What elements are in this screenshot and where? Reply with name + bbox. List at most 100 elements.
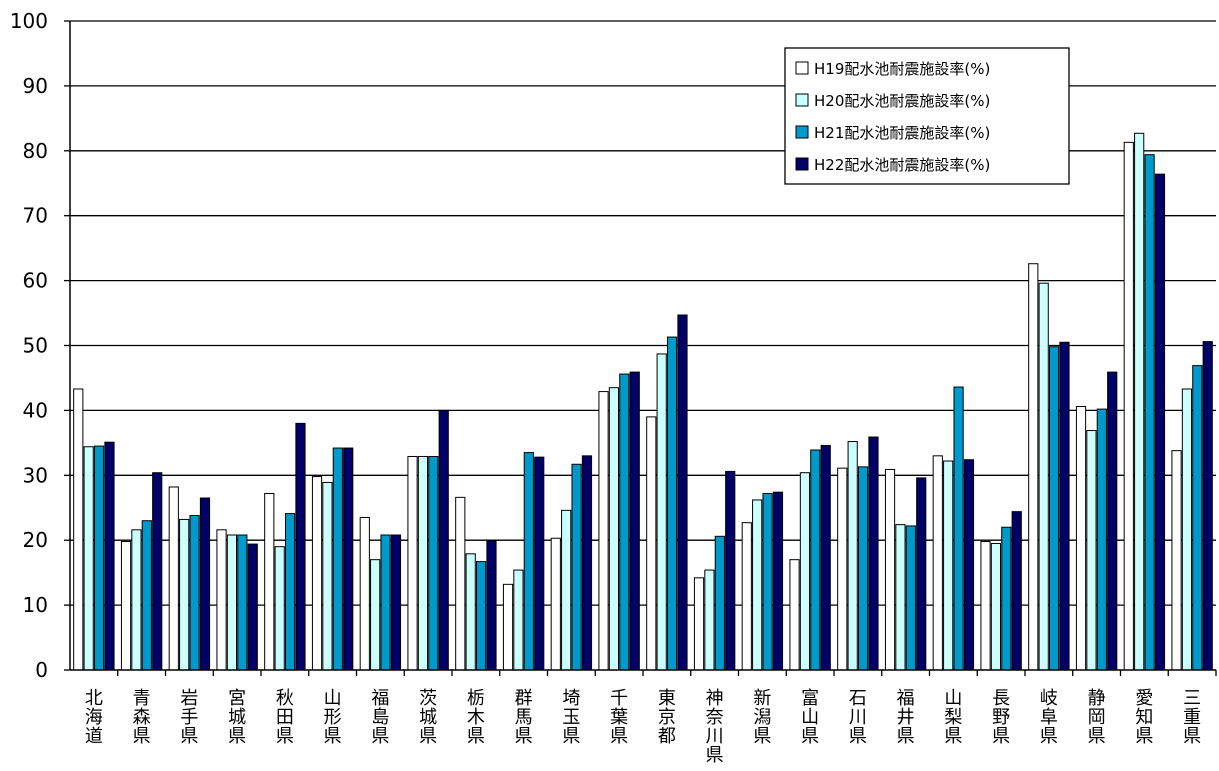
category-label-char: 都 — [658, 726, 676, 747]
category-label-char: 北 — [85, 688, 103, 709]
category-label-char: 県 — [276, 726, 294, 747]
bar-2-3 — [179, 518, 190, 671]
category-label-char: 県 — [1040, 726, 1058, 747]
category-label-char: 富 — [801, 688, 819, 709]
bar-1-7 — [359, 516, 370, 671]
category-label-char: 川 — [706, 726, 724, 747]
x-category-label: 東京都 — [658, 688, 676, 747]
bar-2-2 — [131, 529, 142, 671]
bar-2-15 — [752, 499, 763, 671]
legend-swatch-4 — [795, 157, 809, 171]
bar-1-10 — [502, 583, 514, 671]
category-label-char: 県 — [706, 745, 724, 766]
x-axis: 北海道青森県岩手県宮城県秋田県山形県福島県茨城県栃木県群馬県埼玉県千葉県東京都神… — [70, 669, 1217, 766]
bar-4-9 — [486, 540, 497, 671]
bar-2-12 — [608, 387, 620, 671]
bar-3-19 — [953, 386, 964, 671]
x-category-label: 埼玉県 — [562, 688, 580, 747]
y-tick-label: 40 — [23, 398, 48, 422]
category-label-char: 埼 — [562, 688, 580, 709]
bar-2-10 — [513, 569, 524, 671]
bar-1-15 — [741, 522, 752, 671]
bar-2-18 — [895, 524, 906, 671]
bar-2-11 — [561, 509, 572, 671]
x-category-label: 三重県 — [1183, 688, 1201, 747]
bar-4-13 — [677, 314, 688, 671]
bar-2-16 — [799, 472, 811, 671]
category-label-char: 野 — [992, 707, 1010, 728]
bar-2-14 — [704, 569, 715, 671]
x-category-label: 山梨県 — [944, 688, 962, 747]
category-label-char: 神 — [706, 688, 724, 709]
bar-4-21 — [1059, 341, 1070, 671]
category-label-char: 宮 — [228, 688, 246, 709]
category-label-char: 葉 — [610, 707, 628, 728]
x-category-label: 茨城県 — [419, 688, 437, 747]
category-label-char: 三 — [1183, 688, 1201, 709]
x-category-label: 神奈川県 — [706, 688, 724, 766]
legend-box — [784, 47, 1070, 185]
category-label-char: 城 — [228, 707, 246, 728]
category-label-char: 県 — [467, 726, 485, 747]
bar-1-16 — [789, 559, 800, 671]
category-label-char: 県 — [753, 726, 771, 747]
bar-3-8 — [428, 455, 439, 671]
x-category-label: 千葉県 — [610, 688, 628, 747]
y-tick-label: 30 — [23, 463, 48, 487]
x-category-label: 群馬県 — [515, 688, 533, 747]
category-label-char: 青 — [133, 688, 151, 709]
bar-1-8 — [407, 455, 418, 671]
y-tick-label: 80 — [23, 139, 48, 163]
category-label-char: 県 — [324, 726, 342, 747]
category-label-char: 県 — [1088, 726, 1106, 747]
legend: H19配水池耐震施設率(%) H20配水池耐震施設率(%) H21配水池耐震施設率(… — [784, 47, 1070, 185]
bar-1-19 — [932, 455, 943, 671]
y-axis: 0 10 20 30 40 50 60 70 80 90 100 — [10, 9, 71, 682]
bar-2-1 — [83, 446, 94, 671]
bar-3-11 — [571, 463, 582, 671]
category-label-char: 新 — [753, 688, 771, 709]
category-label-char: 城 — [419, 707, 437, 728]
category-label-char: 岐 — [1040, 688, 1058, 709]
x-category-label: 栃木県 — [467, 688, 485, 747]
category-label-char: 静 — [1088, 688, 1106, 709]
category-label-char: 阜 — [1040, 707, 1058, 728]
x-category-label: 富山県 — [801, 688, 819, 747]
bar-1-5 — [264, 492, 275, 671]
category-label-char: 森 — [133, 707, 151, 728]
category-label-char: 福 — [371, 688, 389, 709]
category-label-char: 井 — [897, 707, 915, 728]
bar-2-17 — [847, 441, 858, 671]
bar-3-2 — [141, 520, 152, 671]
category-label-char: 石 — [849, 688, 867, 709]
gridlines — [70, 20, 1216, 606]
bar-4-3 — [199, 497, 211, 671]
category-label-char: 馬 — [515, 707, 533, 728]
bar-2-20 — [990, 542, 1002, 671]
bar-1-14 — [693, 577, 705, 671]
bar-4-2 — [152, 472, 163, 671]
category-label-char: 秋 — [276, 688, 294, 709]
x-category-label: 静岡県 — [1088, 688, 1106, 747]
category-label-char: 道 — [85, 726, 103, 747]
category-label-char: 東 — [658, 688, 676, 709]
category-label-char: 県 — [992, 726, 1010, 747]
bar-2-21 — [1038, 282, 1049, 671]
y-tick-label: 20 — [23, 528, 48, 552]
bar-2-22 — [1086, 430, 1097, 671]
category-label-char: 知 — [1135, 707, 1153, 728]
bar-4-14 — [725, 470, 736, 671]
bar-3-16 — [810, 449, 821, 671]
y-tick-label: 50 — [23, 334, 48, 358]
x-category-label: 福井県 — [897, 688, 915, 747]
bar-3-13 — [666, 336, 678, 671]
category-label-char: 奈 — [706, 707, 724, 728]
bar-1-24 — [1171, 450, 1182, 671]
category-label-char: 県 — [849, 726, 867, 747]
category-label-char: 県 — [228, 726, 246, 747]
bar-3-7 — [380, 534, 391, 671]
bar-1-22 — [1075, 406, 1087, 671]
legend-label-3: H21配水池耐震施設率(%) — [814, 124, 990, 142]
y-tick-label: 90 — [23, 74, 48, 98]
x-category-label: 福島県 — [371, 688, 389, 747]
